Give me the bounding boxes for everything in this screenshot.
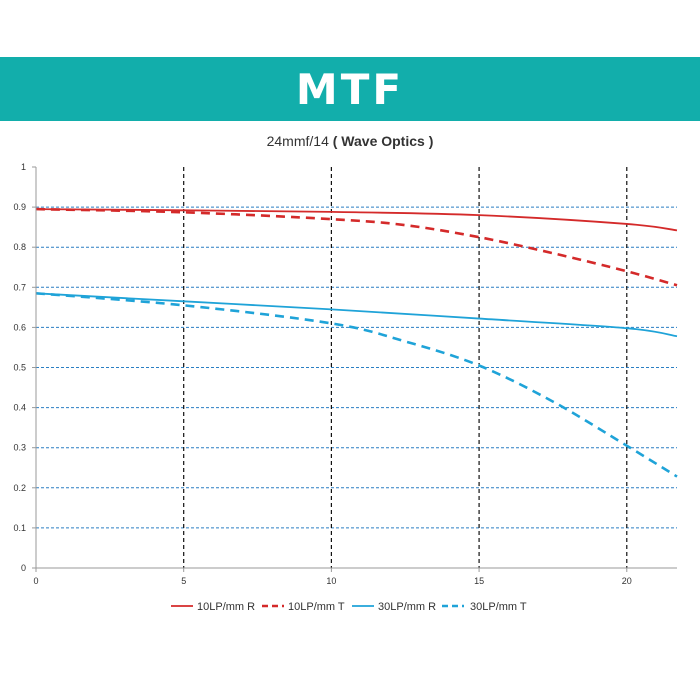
y-tick-label: 0.1 bbox=[13, 523, 26, 533]
x-tick-label: 0 bbox=[33, 576, 38, 586]
series-line-4 bbox=[35, 292, 678, 478]
y-tick-label: 0.9 bbox=[13, 202, 26, 212]
y-tick-label: 1 bbox=[21, 162, 26, 172]
chart-title-main: 24mmf/14 bbox=[266, 133, 329, 149]
x-tick-label: 5 bbox=[181, 576, 186, 586]
series-layer bbox=[35, 207, 678, 478]
y-tick-label: 0 bbox=[21, 563, 26, 573]
legend-label-3: 30LP/mm R bbox=[378, 601, 436, 613]
axis-layer: 00.10.20.30.40.50.60.70.80.910 5 10 15 20 bbox=[13, 162, 677, 586]
series-line-3 bbox=[35, 292, 678, 338]
y-tick-label: 0.8 bbox=[13, 242, 26, 252]
y-tick-label: 0.4 bbox=[13, 403, 26, 413]
legend-label-1: 10LP/mm R bbox=[197, 601, 255, 613]
chart-title: 24mmf/14 ( Wave Optics ) bbox=[0, 133, 700, 149]
x-tick-label: 20 bbox=[622, 576, 632, 586]
series-line-2 bbox=[35, 207, 678, 287]
chart-title-subtitle: ( Wave Optics ) bbox=[332, 133, 434, 149]
grid-layer bbox=[36, 167, 677, 568]
header-banner: MTF bbox=[0, 57, 700, 121]
banner-title: MTF bbox=[295, 64, 405, 114]
y-tick-label: 0.3 bbox=[13, 443, 26, 453]
y-tick-label: 0.7 bbox=[13, 282, 26, 292]
x-tick-label: 15 bbox=[474, 576, 484, 586]
x-tick-label: 10 bbox=[326, 576, 336, 586]
legend-label-2: 10LP/mm T bbox=[288, 601, 345, 613]
y-tick-label: 0.5 bbox=[13, 363, 26, 373]
y-tick-label: 0.6 bbox=[13, 322, 26, 332]
series-line-1 bbox=[35, 208, 678, 232]
legend-layer: 10LP/mm R 10LP/mm T 30LP/mm R 30LP/mm T bbox=[171, 601, 527, 613]
y-tick-label: 0.2 bbox=[13, 483, 26, 493]
legend-label-4: 30LP/mm T bbox=[470, 601, 527, 613]
